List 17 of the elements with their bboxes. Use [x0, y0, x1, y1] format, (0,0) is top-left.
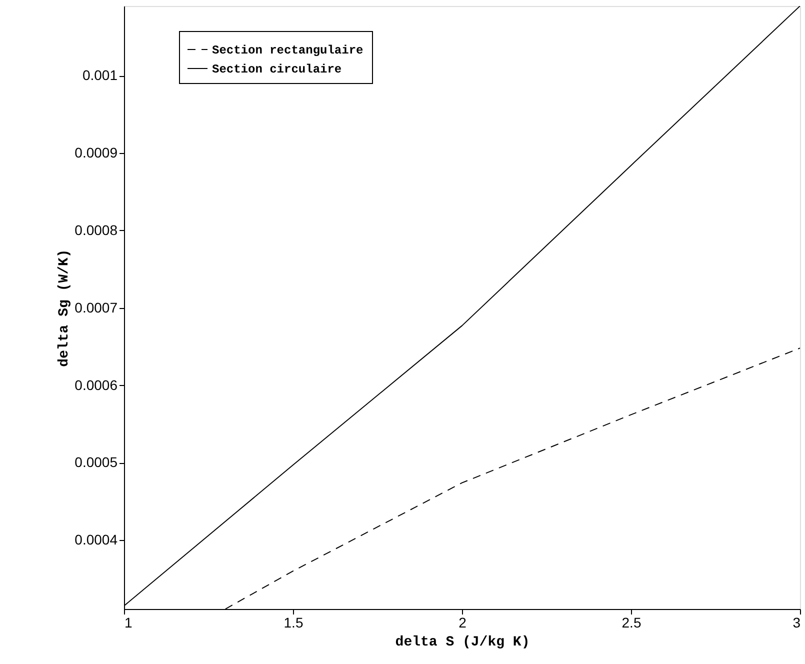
line-series — [124, 6, 800, 606]
y-tick-label: 0.0007 — [74, 299, 118, 316]
y-tick-label: 0.0006 — [74, 376, 118, 393]
y-tick-label: 0.0008 — [74, 222, 118, 238]
legend-label: Section circulaire — [212, 62, 342, 76]
x-tick-label: 1.5 — [284, 614, 304, 630]
x-tick-label: 3 — [792, 614, 801, 630]
x-axis-title: delta S (J/kg K) — [395, 634, 530, 650]
y-axis-title: delta Sg (W/K) — [56, 249, 73, 367]
legend-label: Section rectangulaire — [212, 44, 364, 58]
y-tick-label: 0.001 — [82, 67, 118, 84]
x-tick-label: 1 — [124, 614, 132, 630]
y-tick-label: 0.0004 — [74, 532, 118, 548]
y-tick-label: 0.0005 — [74, 454, 118, 470]
x-tick-label: 2 — [458, 614, 467, 630]
y-tick-label: 0.0009 — [74, 144, 118, 161]
x-tick-label: 2.5 — [622, 614, 642, 630]
